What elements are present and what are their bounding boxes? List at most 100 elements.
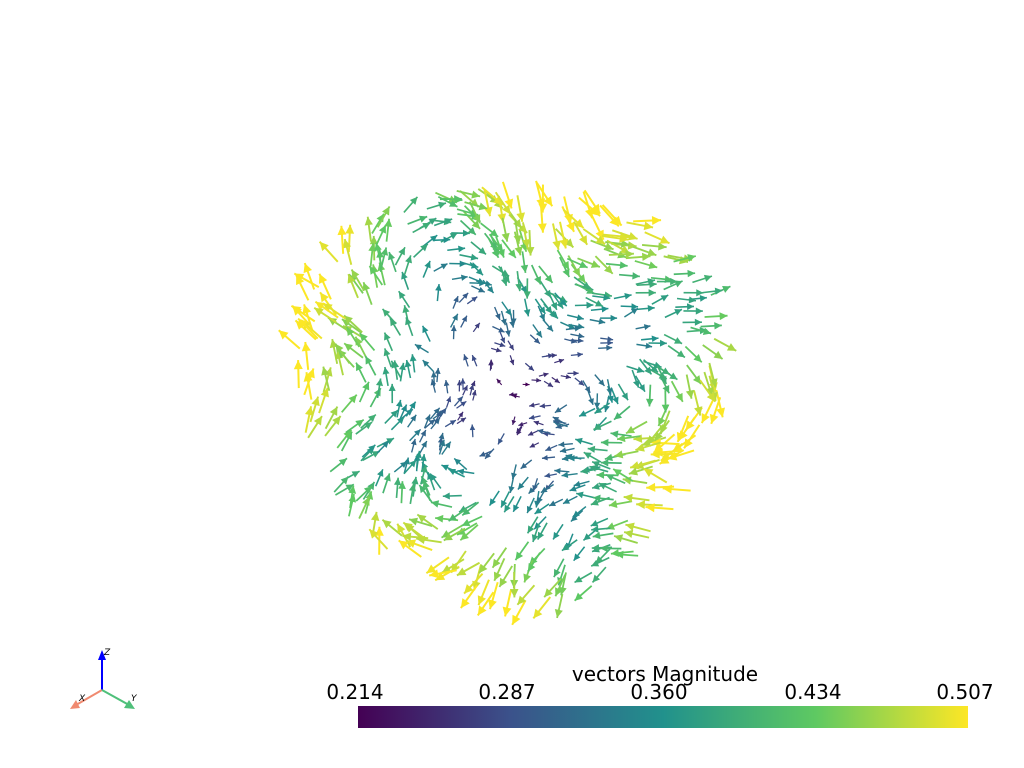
glyph-head <box>472 214 481 224</box>
glyph-head <box>440 263 448 270</box>
glyph-head <box>592 574 601 583</box>
glyph-head <box>647 305 655 312</box>
glyph-head <box>584 386 591 393</box>
glyph-head <box>356 362 363 372</box>
glyph-head <box>409 354 417 362</box>
x-axis <box>75 689 103 706</box>
y-axis <box>101 689 130 706</box>
glyph-head <box>446 396 452 403</box>
glyph-head <box>537 428 544 435</box>
glyph-head <box>612 215 622 226</box>
glyph-head <box>692 375 701 384</box>
glyph-head <box>645 503 655 513</box>
glyph-head <box>402 532 412 541</box>
glyph-head <box>606 388 613 395</box>
glyph-head <box>623 493 633 503</box>
glyph-head <box>574 575 583 583</box>
glyph-head <box>345 224 355 234</box>
glyph-head <box>577 332 585 339</box>
glyph-head <box>662 484 673 494</box>
glyph-head <box>462 229 470 237</box>
glyph-head <box>488 359 494 365</box>
glyph-head <box>492 558 501 568</box>
glyph-head <box>391 360 398 369</box>
glyph-head <box>471 355 477 362</box>
glyph-head <box>529 442 536 448</box>
glyph-head <box>517 595 527 605</box>
glyph-head <box>320 292 329 303</box>
glyph-head <box>438 201 446 209</box>
glyph-head <box>449 199 458 207</box>
glyph-head <box>362 282 371 292</box>
glyph-head <box>396 416 405 425</box>
glyph-head <box>500 277 508 286</box>
glyph-head <box>434 367 441 375</box>
glyph-head <box>535 330 542 338</box>
glyph-head <box>419 454 427 462</box>
glyph-head <box>559 238 569 249</box>
glyph-head <box>454 458 462 466</box>
glyph-head <box>495 313 501 320</box>
glyph-head <box>667 451 678 461</box>
glyph-head <box>625 249 634 259</box>
glyph-head <box>594 406 603 414</box>
glyph-head <box>426 564 437 574</box>
glyph-head <box>409 517 419 526</box>
glyph-head <box>603 294 611 301</box>
glyph-head <box>452 313 458 321</box>
glyph-head <box>436 410 442 418</box>
glyph-head <box>398 481 406 489</box>
glyph-head <box>474 322 480 329</box>
glyph-head <box>546 324 554 332</box>
glyph-head <box>559 298 567 307</box>
glyph-head <box>512 614 521 625</box>
glyph-head <box>462 385 468 391</box>
glyph-head <box>674 337 683 344</box>
glyph-head <box>502 204 511 215</box>
glyph-head <box>714 322 722 330</box>
glyph-head <box>572 510 580 518</box>
glyph-head <box>583 452 592 459</box>
glyph-head <box>433 407 440 415</box>
glyph-head <box>669 372 678 380</box>
glyph-head <box>438 432 445 440</box>
glyph-head <box>558 358 565 364</box>
glyph-head <box>646 482 656 492</box>
glyph-head <box>579 235 588 245</box>
glyph-head <box>595 229 604 240</box>
glyph-head <box>320 387 329 398</box>
glyph-head <box>549 500 556 506</box>
glyph-head <box>570 514 578 522</box>
glyph-head <box>532 484 538 492</box>
glyph-head <box>554 609 563 618</box>
glyph-head <box>595 300 603 307</box>
glyph-head <box>344 343 353 352</box>
glyph-head <box>329 406 338 416</box>
glyph-head <box>573 480 581 487</box>
glyph-head <box>340 476 349 485</box>
glyph-head <box>628 467 639 476</box>
y-arrow <box>124 700 135 709</box>
glyph-head <box>593 423 602 430</box>
glyph-head <box>319 241 329 252</box>
glyph-head <box>454 195 463 204</box>
glyph-head <box>701 412 710 424</box>
glyph-head <box>439 439 446 447</box>
glyph-head <box>674 309 682 316</box>
glyph-head <box>619 261 628 269</box>
glyph-head <box>471 190 481 199</box>
glyph-head <box>670 277 678 286</box>
glyph-head <box>620 239 630 248</box>
glyph-head <box>660 295 669 302</box>
glyph-head <box>443 532 453 541</box>
glyph-head <box>422 360 430 367</box>
glyph-head <box>600 459 609 467</box>
glyph-head <box>590 206 601 216</box>
glyph-head <box>630 308 638 315</box>
glyph-head <box>383 348 391 357</box>
glyph-head <box>625 425 636 434</box>
glyph-head <box>347 274 356 284</box>
glyph-head <box>430 500 440 508</box>
glyph-head <box>398 540 409 550</box>
glyph-head <box>607 336 614 342</box>
